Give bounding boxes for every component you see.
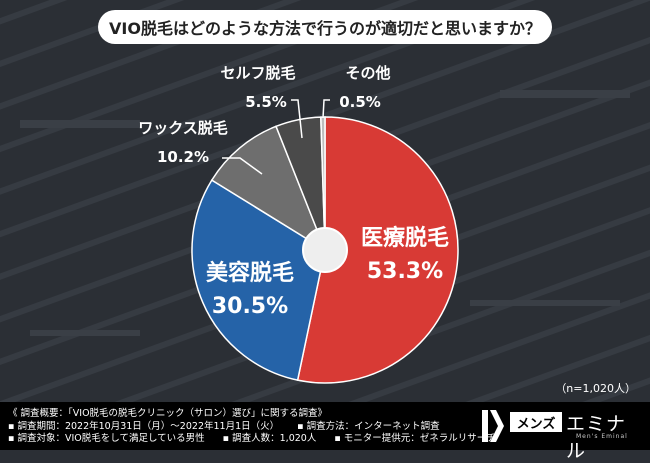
chart-title: VIO脱毛はどのような方法で行うのが適切だと思いますか？	[98, 10, 552, 44]
slice-value-1: 30.5%	[212, 294, 288, 319]
slice-label-0: 医療脱毛	[361, 225, 449, 251]
survey-title: 《 調査概要：「VIO脱毛の脱毛クリニック（サロン）選び」に関する調査》	[8, 408, 328, 419]
logo-mens: メンズ	[510, 412, 562, 432]
logo-mark-icon	[482, 410, 504, 442]
survey-target: ▪ 調査対象：VIO脱毛をして満足している男性	[8, 433, 205, 444]
slice-value-0: 53.3%	[367, 259, 443, 284]
survey-method: ▪ 調査方法：インターネット調査	[297, 420, 440, 432]
leader-line-4	[322, 99, 330, 119]
slice-value-2: 10.2%	[157, 148, 209, 166]
footer: 《 調査概要：「VIO脱毛の脱毛クリニック（サロン）選び」に関する調査》 ▪ 調…	[0, 402, 650, 462]
slice-value-3: 5.5%	[245, 93, 287, 111]
donut-hole	[302, 227, 348, 273]
slice-value-4: 0.5%	[339, 93, 381, 111]
slice-label-1: 美容脱毛	[206, 260, 294, 286]
slice-label-3: セルフ脱毛	[220, 64, 295, 82]
leader-line-3	[291, 99, 303, 139]
survey-summary: 《 調査概要：「VIO脱毛の脱毛クリニック（サロン）選び」に関する調査》 ▪ 調…	[8, 408, 496, 446]
survey-period: ▪ 調査期間：2022年10月31日（月）〜2022年11月1日（火）	[8, 420, 280, 432]
survey-count: ▪ 調査人数：1,020人	[222, 433, 317, 444]
leader-line-2	[222, 157, 263, 175]
logo-sub: Men's Eminal	[576, 433, 628, 440]
slice-label-2: ワックス脱毛	[138, 119, 228, 137]
pie-slice-0	[296, 116, 459, 384]
sample-size: （n=1,020人）	[555, 382, 636, 395]
brand-logo: メンズ エミナル Men's Eminal	[480, 408, 645, 462]
survey-provider: ▪ モニター提供元：ゼネラルリサーチ	[334, 433, 496, 444]
pie-chart: 医療脱毛 53.3% 美容脱毛 30.5% ワックス脱毛 10.2% セルフ脱毛 5.5% その…	[138, 64, 459, 384]
slice-label-4: その他	[345, 64, 390, 82]
